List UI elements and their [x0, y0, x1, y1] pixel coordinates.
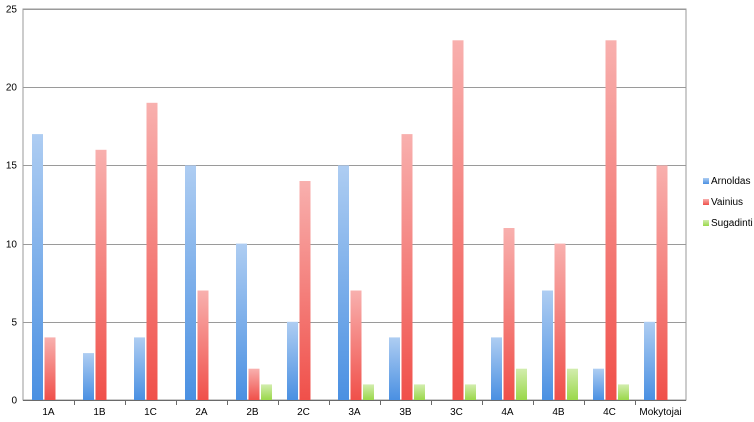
bar-arnoldas-1c	[134, 337, 145, 400]
legend-swatch-arnoldas	[703, 178, 709, 184]
bar-sugadinti-4a	[516, 368, 527, 400]
x-tick-label: 1B	[93, 407, 106, 418]
x-tick-label: 4A	[501, 407, 514, 418]
x-tick-label: 4B	[552, 407, 565, 418]
bar-arnoldas-2a	[185, 165, 196, 400]
bar-vainius-2a	[197, 290, 209, 400]
x-tick-label: 3A	[348, 407, 361, 418]
y-tick-label: 5	[11, 318, 17, 329]
x-tick-label: 3B	[399, 407, 412, 418]
bar-vainius-mokytojai	[656, 165, 668, 400]
bar-arnoldas-4a	[491, 337, 502, 400]
bar-sugadinti-4c	[618, 384, 629, 400]
bar-arnoldas-2c	[287, 321, 298, 400]
bar-vainius-1c	[146, 102, 158, 401]
bar-vainius-2c	[299, 181, 311, 400]
x-tick-label: 1C	[144, 407, 157, 418]
x-tick-label: 3C	[450, 407, 463, 418]
axes: 0 5 10 15 20 25 1A 1B 1C 2A 2B 2C 3A 3B 3C 4A 4B 4C Mokyto…	[6, 5, 686, 418]
bar-vainius-1b	[95, 149, 107, 400]
bar-sugadinti-3a	[363, 384, 374, 400]
bar-arnoldas-mokytojai	[644, 321, 655, 400]
x-tick-label: Mokytojai	[639, 407, 681, 418]
y-tick-label: 25	[6, 5, 18, 16]
bar-arnoldas-1b	[83, 353, 94, 400]
x-tick-label: 2A	[195, 407, 208, 418]
legend-label-sugadinti: Sugadinti	[711, 218, 753, 229]
bar-arnoldas-3b	[389, 337, 400, 400]
bar-sugadinti-3c	[465, 384, 476, 400]
bar-vainius-3a	[350, 290, 362, 400]
bar-vainius-3b	[401, 134, 413, 400]
bar-sugadinti-2b	[261, 384, 272, 400]
legend: Arnoldas Vainius Sugadinti	[703, 176, 753, 229]
legend-swatch-sugadinti	[703, 220, 709, 226]
bar-sugadinti-3b	[414, 384, 425, 400]
x-tick-label: 1A	[42, 407, 55, 418]
bar-vainius-2b	[248, 368, 260, 400]
bar-vainius-4b	[554, 243, 566, 400]
y-tick-label: 20	[6, 83, 18, 94]
legend-label-arnoldas: Arnoldas	[711, 176, 750, 187]
y-tick-label: 15	[6, 161, 18, 172]
legend-label-vainius: Vainius	[711, 197, 743, 208]
x-tick-label: 2C	[297, 407, 310, 418]
y-tick-label: 10	[6, 240, 18, 251]
x-tick-label: 2B	[246, 407, 259, 418]
bar-vainius-3c	[452, 40, 464, 401]
bar-arnoldas-4b	[542, 290, 553, 400]
bar-vainius-4a	[503, 228, 515, 400]
bar-arnoldas-3a	[338, 165, 349, 400]
bar-vainius-4c	[605, 40, 617, 401]
x-tick-label: 4C	[603, 407, 616, 418]
bars	[32, 40, 668, 401]
bar-sugadinti-4b	[567, 368, 578, 400]
bar-vainius-1a	[44, 337, 56, 400]
y-tick-label: 0	[11, 396, 17, 407]
bar-arnoldas-2b	[236, 243, 247, 400]
bar-arnoldas-1a	[32, 134, 43, 400]
bar-arnoldas-4c	[593, 368, 604, 400]
legend-swatch-vainius	[703, 199, 709, 205]
